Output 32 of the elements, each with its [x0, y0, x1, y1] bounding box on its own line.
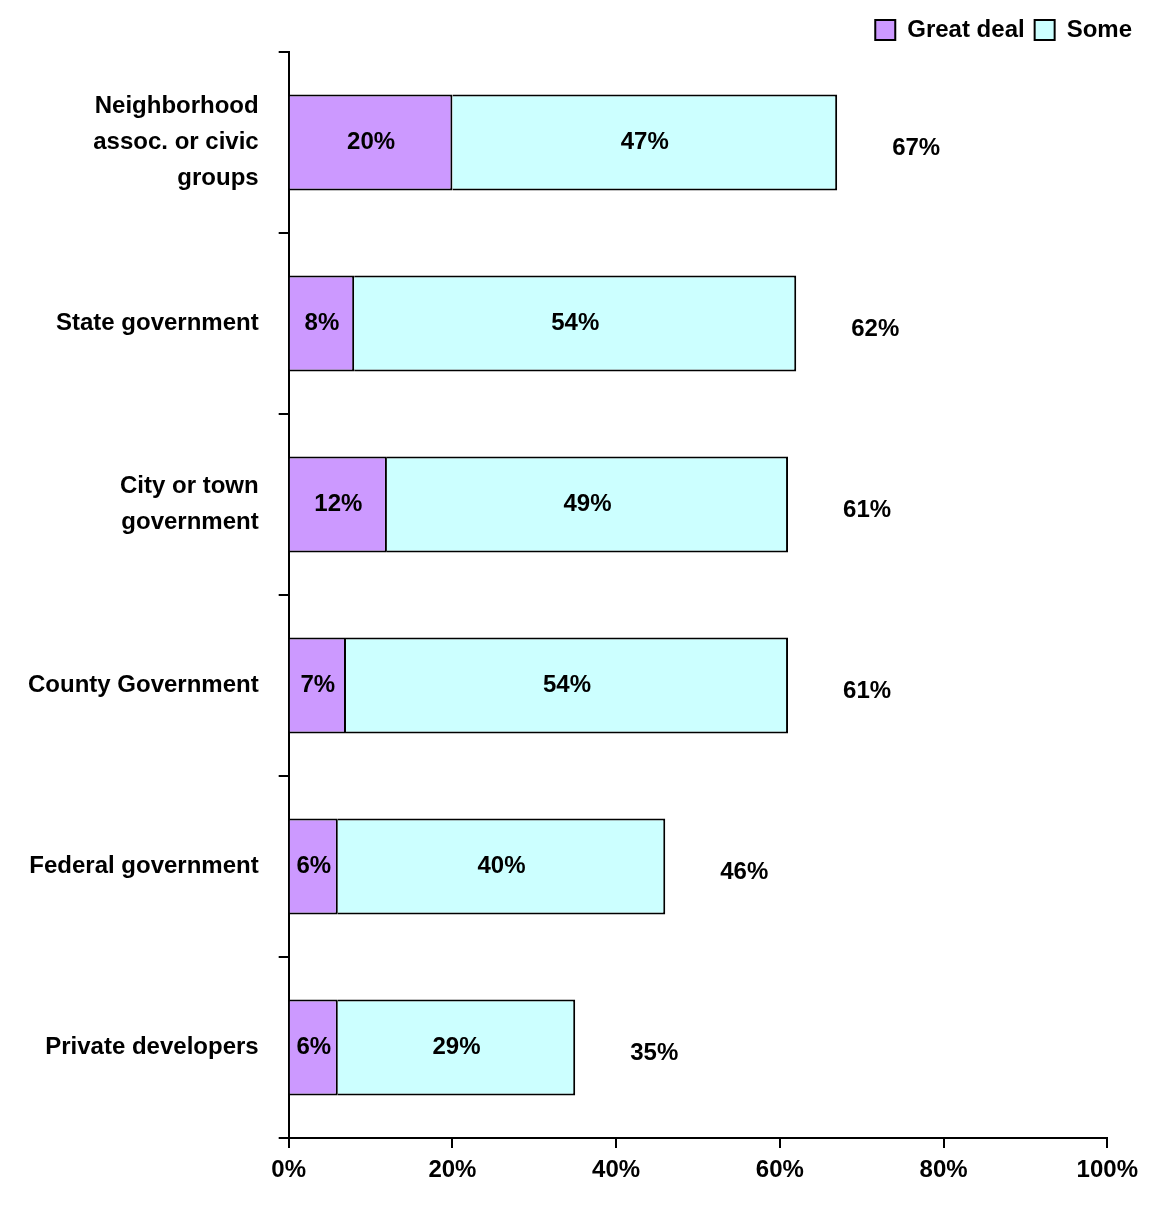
data-label: 54%	[542, 670, 592, 698]
y-tick-label: Federal government	[29, 851, 259, 879]
y-tick-label: County Government	[28, 670, 259, 698]
data-label: 6%	[296, 851, 332, 879]
legend-label: Great deal	[907, 14, 1025, 42]
x-tick-label: 80%	[919, 1155, 968, 1183]
x-tick-label: 0%	[271, 1155, 307, 1183]
total-label: 35%	[630, 1038, 679, 1066]
y-tick-label: City or town government	[120, 471, 259, 535]
data-label: 8%	[304, 308, 340, 336]
total-label: 62%	[851, 314, 900, 342]
data-label: 20%	[347, 127, 396, 155]
data-label: 29%	[432, 1032, 481, 1060]
x-tick-label: 100%	[1076, 1155, 1138, 1183]
y-tick-label: Neighborhood assoc. or civic groups	[93, 91, 259, 191]
total-label: 46%	[720, 857, 769, 885]
total-label: 61%	[843, 495, 892, 523]
data-label: 47%	[620, 127, 669, 155]
data-label: 7%	[300, 670, 336, 698]
x-tick-label: 40%	[592, 1155, 641, 1183]
legend-label: Some	[1066, 14, 1132, 42]
data-label: 6%	[296, 1032, 332, 1060]
total-label: 61%	[843, 676, 892, 704]
data-label: 54%	[551, 308, 600, 336]
data-label: 40%	[477, 851, 526, 879]
data-label: 12%	[314, 489, 363, 517]
x-tick-label: 60%	[755, 1155, 804, 1183]
x-tick-label: 20%	[428, 1155, 477, 1183]
y-tick-label: Private developers	[45, 1032, 259, 1060]
y-tick-label: State government	[55, 308, 259, 336]
total-label: 67%	[892, 133, 941, 161]
data-label: 49%	[563, 489, 612, 517]
